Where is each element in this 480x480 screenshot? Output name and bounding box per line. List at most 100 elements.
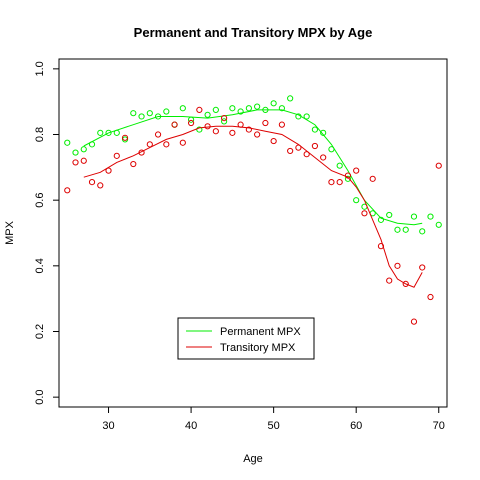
y-tick-label: 0.0: [34, 390, 46, 405]
transitory-point: [171, 121, 178, 128]
permanent-point: [435, 221, 442, 228]
permanent-point: [163, 108, 170, 115]
y-tick-label: 1.0: [34, 61, 46, 76]
permanent-point: [394, 226, 401, 233]
permanent-point: [419, 228, 426, 235]
x-axis-label: Age: [243, 453, 263, 465]
transitory-point: [154, 131, 162, 138]
transitory-point: [262, 119, 269, 127]
transitory-point: [187, 119, 195, 127]
permanent-point: [336, 162, 343, 169]
transitory-point: [303, 151, 310, 158]
transitory-point: [64, 187, 71, 194]
permanent-point: [353, 197, 360, 204]
transitory-point: [245, 126, 252, 133]
permanent-point: [72, 149, 79, 156]
legend: Permanent MPX Transitory MPX: [177, 317, 315, 360]
transitory-point: [386, 277, 393, 284]
permanent-point: [254, 103, 261, 110]
permanent-point: [88, 141, 96, 148]
x-tick-label: 40: [185, 420, 197, 432]
transitory-point: [311, 142, 319, 150]
transitory-point: [427, 293, 434, 301]
legend-label-transitory: Transitory MPX: [220, 342, 296, 354]
permanent-point: [402, 226, 409, 233]
transitory-point: [72, 159, 79, 166]
permanent-point: [245, 105, 252, 112]
transitory-point: [163, 141, 170, 148]
transitory-point: [287, 147, 294, 155]
permanent-point: [377, 216, 385, 223]
permanent-point: [295, 113, 302, 120]
transitory-point: [221, 114, 228, 122]
permanent-point: [427, 213, 434, 220]
y-axis-label: MPX: [4, 220, 16, 245]
transitory-point: [254, 131, 261, 138]
transitory-point: [179, 139, 186, 146]
transitory-point: [130, 160, 137, 168]
permanent-point: [328, 146, 335, 153]
permanent-point: [320, 129, 327, 136]
transitory-point: [320, 154, 327, 161]
transitory-point: [196, 106, 203, 113]
permanent-point: [278, 105, 285, 112]
transitory-point: [138, 149, 145, 156]
transitory-point: [237, 121, 244, 128]
transitory-point: [212, 128, 219, 135]
permanent-point: [344, 175, 352, 182]
transitory-point: [105, 167, 112, 174]
permanent-point: [80, 146, 87, 153]
transitory-point: [336, 179, 343, 186]
chart-title: Permanent and Transitory MPX by Age: [134, 25, 373, 40]
permanent-point: [105, 129, 112, 136]
permanent-point: [212, 106, 219, 113]
x-tick-label: 60: [350, 420, 362, 432]
permanent-point: [146, 110, 153, 117]
transitory-point: [295, 144, 302, 151]
transitory-point: [229, 129, 236, 136]
transitory-point: [113, 152, 120, 159]
transitory-smooth-line: [83, 125, 423, 288]
permanent-point: [204, 111, 211, 118]
permanent-point: [386, 211, 393, 219]
plot-frame: [58, 58, 448, 408]
permanent-point: [154, 113, 162, 120]
permanent-point: [196, 126, 203, 133]
permanent-point: [270, 100, 277, 107]
permanent-point: [221, 118, 228, 125]
permanent-point: [138, 113, 145, 120]
transitory-point: [377, 243, 385, 250]
transitory-point: [361, 210, 368, 217]
transitory-point: [270, 137, 277, 145]
transitory-point: [146, 141, 153, 148]
transitory-point: [328, 179, 335, 186]
permanent-point: [187, 116, 195, 123]
transitory-point: [204, 123, 211, 130]
permanent-point: [311, 126, 319, 133]
transitory-point: [278, 121, 285, 128]
y-tick-label: 0.8: [34, 127, 46, 142]
permanent-point: [303, 113, 310, 120]
plot-area: [64, 95, 442, 325]
transitory-point: [402, 280, 409, 287]
permanent-point: [97, 129, 104, 136]
transitory-point: [353, 167, 360, 174]
permanent-point: [64, 139, 71, 146]
y-tick-label: 0.4: [34, 258, 46, 273]
permanent-point: [130, 110, 137, 117]
permanent-point: [237, 108, 244, 115]
transitory-point: [394, 262, 401, 269]
permanent-point: [113, 129, 120, 136]
transitory-point: [435, 162, 442, 169]
y-tick-label: 0.6: [34, 193, 46, 208]
y-axis: 0.0 0.2 0.4 0.6 0.8 1.0: [34, 61, 59, 405]
transitory-point: [344, 172, 352, 179]
transitory-point: [369, 175, 376, 182]
permanent-point: [229, 105, 236, 112]
transitory-point: [410, 318, 418, 325]
x-tick-label: 50: [268, 420, 280, 432]
x-tick-label: 70: [433, 420, 445, 432]
transitory-point: [97, 182, 104, 189]
